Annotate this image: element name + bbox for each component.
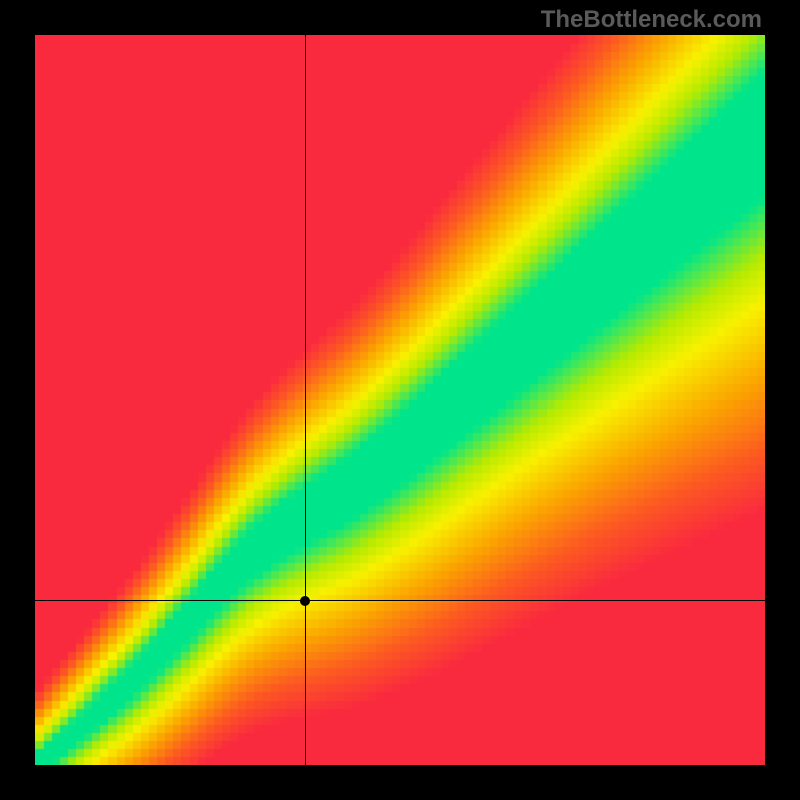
crosshair-vertical — [305, 35, 306, 765]
crosshair-marker — [300, 596, 310, 606]
crosshair-horizontal — [35, 600, 765, 601]
watermark-label: TheBottleneck.com — [541, 6, 762, 34]
bottleneck-heatmap — [35, 35, 765, 765]
